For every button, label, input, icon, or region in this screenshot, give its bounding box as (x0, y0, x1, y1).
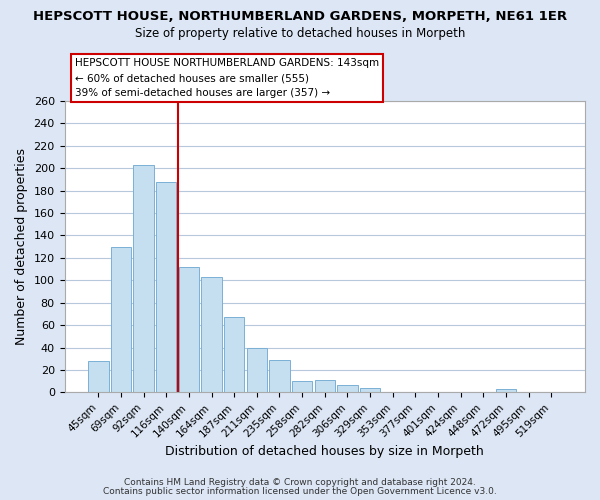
Bar (156, 182, 176, 392)
Text: Contains public sector information licensed under the Open Government Licence v3: Contains public sector information licen… (103, 487, 497, 496)
Text: Size of property relative to detached houses in Morpeth: Size of property relative to detached ho… (135, 28, 465, 40)
Text: HEPSCOTT HOUSE, NORTHUMBERLAND GARDENS, MORPETH, NE61 1ER: HEPSCOTT HOUSE, NORTHUMBERLAND GARDENS, … (33, 10, 567, 23)
Bar (224, 318, 244, 392)
Bar (88, 361, 109, 392)
Bar (360, 388, 380, 392)
Text: Contains HM Land Registry data © Crown copyright and database right 2024.: Contains HM Land Registry data © Crown c… (124, 478, 476, 487)
Bar (202, 277, 222, 392)
Bar (111, 246, 131, 392)
Bar (179, 267, 199, 392)
Bar (269, 360, 290, 392)
Bar (314, 380, 335, 392)
Bar (133, 165, 154, 392)
Y-axis label: Number of detached properties: Number of detached properties (15, 148, 28, 345)
Bar (292, 381, 313, 392)
Text: HEPSCOTT HOUSE NORTHUMBERLAND GARDENS: 143sqm
← 60% of detached houses are small: HEPSCOTT HOUSE NORTHUMBERLAND GARDENS: 1… (75, 58, 379, 98)
Bar (247, 348, 267, 393)
Bar (337, 384, 358, 392)
Bar (496, 389, 516, 392)
X-axis label: Distribution of detached houses by size in Morpeth: Distribution of detached houses by size … (166, 444, 484, 458)
